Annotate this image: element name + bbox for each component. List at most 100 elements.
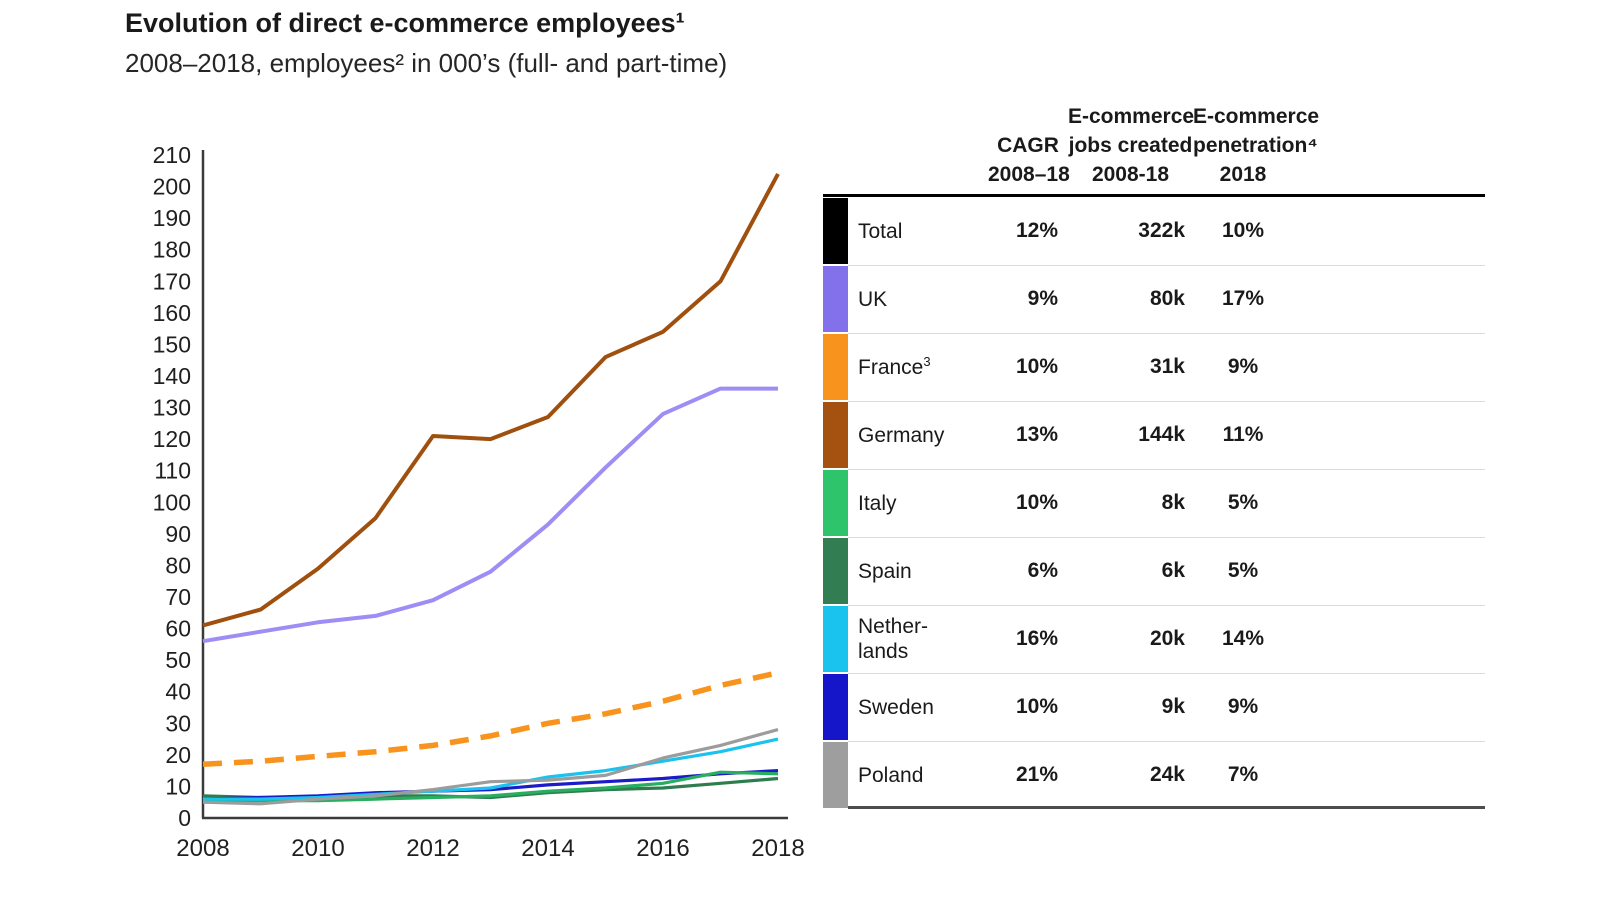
color-swatch — [823, 334, 848, 400]
swatch-cell — [823, 333, 848, 401]
jobs-value: 6k — [1161, 559, 1185, 582]
series-line-netherlands — [203, 737, 779, 801]
penetration-value: 10% — [1221, 219, 1265, 242]
y-axis-label: 140 — [153, 363, 191, 389]
country-label: Italy — [858, 491, 897, 515]
jobs-value: 322k — [1138, 219, 1185, 242]
jobs-value: 24k — [1149, 763, 1185, 786]
swatch-cell — [823, 537, 848, 605]
color-swatch — [823, 198, 848, 264]
table-row: France3 10% 31k 9% — [823, 333, 1485, 401]
table-row: Poland 21% 24k 7% — [823, 741, 1485, 809]
swatch-cell — [823, 741, 848, 809]
swatch-cell — [823, 197, 848, 265]
series-line-france — [202, 670, 779, 768]
country-label: Spain — [858, 559, 912, 583]
footnote-marker: 3 — [923, 353, 931, 369]
table-row: Nether- lands 16% 20k 14% — [823, 605, 1485, 673]
country-label: France3 — [858, 353, 931, 379]
penetration-value: 14% — [1221, 627, 1265, 650]
cagr-value: 10% — [1015, 491, 1058, 514]
swatch-cell — [823, 673, 848, 741]
page-subtitle: 2008–2018, employees² in 000’s (full- an… — [125, 48, 728, 78]
y-axis-label: 10 — [165, 773, 191, 799]
y-axis-label: 80 — [165, 552, 191, 578]
penetration-value: 5% — [1227, 491, 1259, 514]
series-line-germany — [202, 172, 780, 628]
cagr-value: 13% — [1015, 423, 1058, 446]
jobs-value: 80k — [1149, 287, 1185, 310]
y-axis-label: 50 — [165, 647, 191, 673]
swatch-cell — [823, 605, 848, 673]
jobs-value: 8k — [1161, 491, 1185, 514]
color-swatch — [823, 266, 848, 332]
x-axis-label: 2016 — [636, 835, 689, 862]
y-axis-label: 120 — [153, 426, 191, 452]
comparison-table: CAGR 2008–18 E-commerce jobs created 200… — [823, 98, 1485, 809]
jobs-value: 144k — [1138, 423, 1185, 446]
cagr-value: 12% — [1015, 219, 1058, 242]
header-penetration-line-1: E-commerce — [1193, 105, 1320, 128]
x-axis-label: 2012 — [406, 835, 459, 862]
y-axis-label: 20 — [165, 742, 191, 768]
penetration-value: 9% — [1227, 355, 1259, 378]
x-axis-label: 2010 — [291, 835, 344, 862]
y-axis-label: 60 — [165, 616, 191, 642]
y-axis-label: 190 — [153, 205, 191, 231]
y-axis-label: 100 — [153, 489, 191, 515]
table-row: Italy 10% 8k 5% — [823, 469, 1485, 537]
country-label: Germany — [858, 423, 945, 447]
penetration-value: 17% — [1221, 287, 1265, 310]
y-axis-label: 40 — [165, 679, 191, 705]
cagr-value: 10% — [1015, 695, 1058, 718]
header-jobs: E-commerce jobs created 2008-18 — [1068, 102, 1195, 189]
country-label: Sweden — [858, 695, 934, 719]
penetration-value: 7% — [1227, 763, 1259, 786]
cagr-value: 10% — [1015, 355, 1058, 378]
y-axis-label: 90 — [165, 521, 191, 547]
header-jobs-line-1: E-commerce — [1068, 105, 1195, 128]
color-swatch — [823, 402, 848, 468]
header-penetration-line-2: penetration⁴ — [1193, 134, 1318, 157]
y-axis-label: 150 — [153, 331, 191, 357]
header-cagr: CAGR 2008–18 — [988, 131, 1070, 189]
table-bottom-border — [848, 806, 1485, 809]
y-axis-label: 110 — [154, 458, 191, 484]
table-row: Spain 6% 6k 5% — [823, 537, 1485, 605]
x-axis-label: 2008 — [176, 835, 229, 862]
y-axis-label: 210 — [153, 142, 191, 168]
table-header-row: CAGR 2008–18 E-commerce jobs created 200… — [823, 98, 1485, 197]
jobs-value: 9k — [1161, 695, 1185, 718]
swatch-cell — [823, 401, 848, 469]
y-axis-label: 180 — [153, 237, 191, 263]
table-row: Total 12% 322k 10% — [823, 197, 1485, 265]
swatch-cell — [823, 469, 848, 537]
chart-container: 0 10 20 30 40 50 60 70 80 90 100 110 120 130 140 150 160… — [125, 140, 825, 885]
table-row: UK 9% 80k 17% — [823, 265, 1485, 333]
series-line-uk — [202, 386, 778, 644]
cagr-value: 16% — [1015, 627, 1058, 650]
country-label: Total — [858, 219, 903, 243]
header-jobs-line-3: 2008-18 — [1091, 163, 1170, 186]
cagr-value: 9% — [1027, 287, 1058, 310]
y-axis-label: 170 — [153, 268, 191, 294]
y-axis-label: 70 — [165, 584, 191, 610]
y-axis-label: 200 — [153, 174, 191, 200]
cagr-value: 6% — [1027, 559, 1058, 582]
swatch-cell — [823, 265, 848, 333]
header-jobs-line-2: jobs created — [1068, 134, 1193, 157]
table-rows: Total 12% 322k 10% UK 9% 80k 17% France3 10% 31k 9%… — [823, 197, 1485, 809]
line-chart: 0 10 20 30 40 50 60 70 80 90 100 110 120 130 140 150 160… — [153, 142, 805, 862]
penetration-value: 9% — [1227, 695, 1259, 718]
y-axis-label: 0 — [178, 805, 191, 831]
color-swatch — [823, 742, 848, 808]
cagr-value: 21% — [1015, 763, 1058, 786]
penetration-value: 5% — [1227, 559, 1259, 582]
header-cagr-line-2: 2008–18 — [988, 163, 1070, 186]
country-label: UK — [858, 287, 888, 311]
table-row: Germany 13% 144k 11% — [823, 401, 1485, 469]
y-axis-label: 160 — [153, 300, 191, 326]
x-axis-label: 2014 — [521, 835, 574, 862]
country-label: Poland — [858, 763, 924, 787]
header-penetration-line-3: 2018 — [1219, 163, 1267, 186]
